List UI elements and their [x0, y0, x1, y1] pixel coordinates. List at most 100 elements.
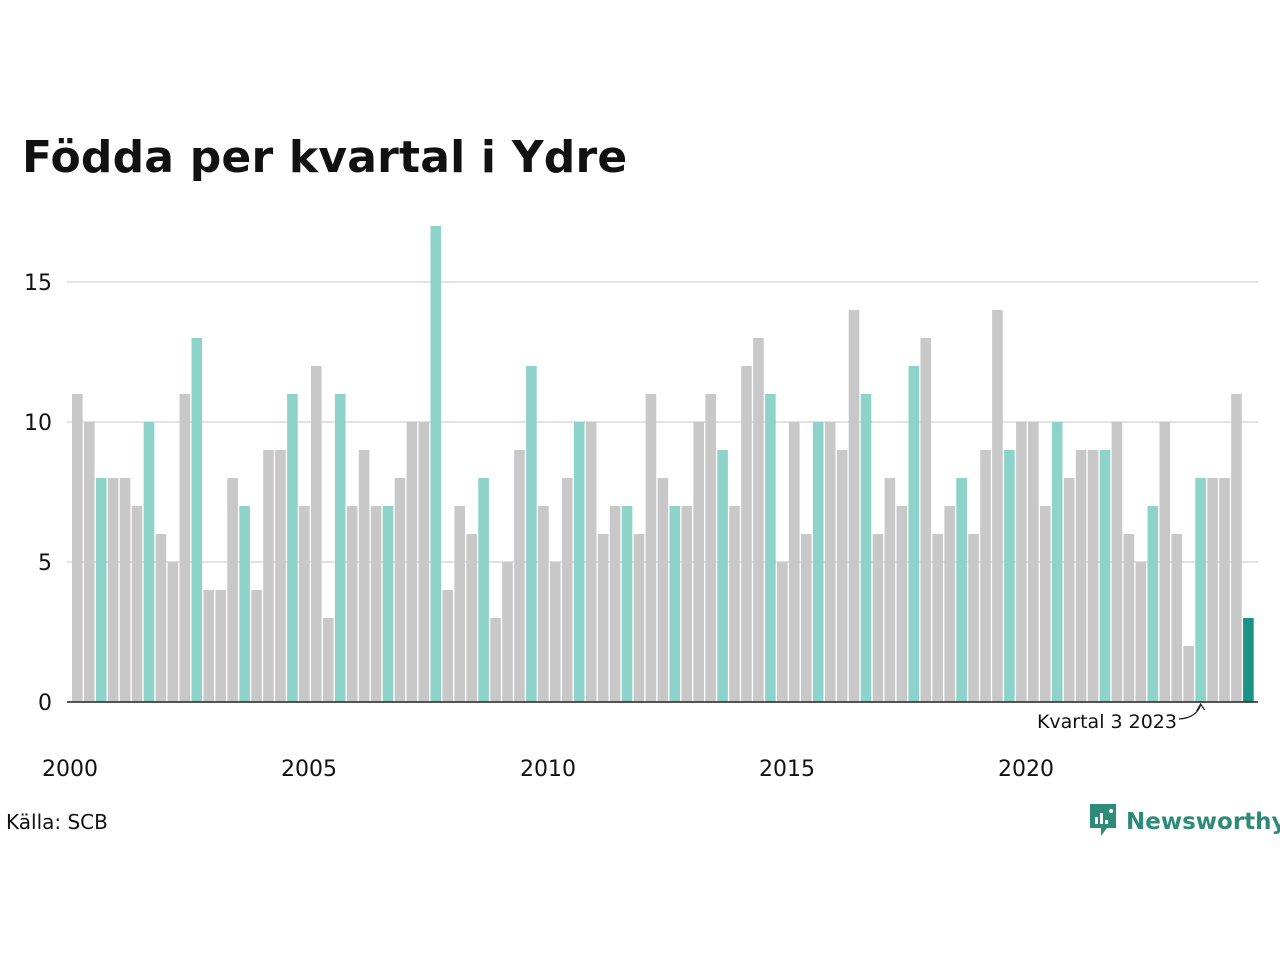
bar [1171, 534, 1182, 702]
bar [1183, 646, 1194, 702]
bar [980, 450, 991, 702]
annotation-arrowhead [1196, 702, 1206, 712]
bar [908, 366, 920, 702]
bar [514, 450, 525, 702]
bar [311, 366, 322, 702]
bar [382, 506, 394, 702]
bar [119, 478, 131, 702]
bar [442, 590, 454, 702]
bar [1243, 618, 1254, 702]
bar [573, 422, 585, 702]
bar [944, 506, 955, 702]
bar [789, 422, 800, 702]
bar [550, 562, 561, 702]
bar [1016, 422, 1027, 702]
brand-logo[interactable]: Newsworthy [1088, 802, 1280, 842]
bar [1039, 506, 1051, 702]
bar [358, 450, 370, 702]
newsworthy-logo-icon [1088, 802, 1118, 842]
bar [95, 478, 107, 702]
bar [83, 422, 95, 702]
bar [322, 618, 334, 702]
bar [167, 562, 179, 702]
y-tick-label: 0 [38, 691, 52, 716]
bar [609, 506, 621, 702]
bar [191, 338, 203, 702]
bar [1051, 422, 1063, 702]
bar [968, 534, 979, 702]
x-tick-label: 2015 [759, 757, 815, 782]
bar [992, 310, 1003, 702]
bar [478, 478, 489, 702]
bar [263, 450, 274, 702]
bar [346, 506, 358, 702]
bar [538, 506, 549, 702]
bar [1219, 478, 1230, 702]
x-tick-label: 2020 [998, 757, 1054, 782]
bar [717, 450, 728, 702]
bar [155, 534, 167, 702]
bar [657, 478, 669, 702]
bar [932, 534, 943, 702]
x-tick-label: 2010 [520, 757, 576, 782]
bar [1159, 422, 1171, 702]
bar [418, 422, 430, 702]
x-tick-label: 2000 [42, 757, 98, 782]
annotation-label: Kvartal 3 2023 [1037, 711, 1177, 733]
bar [394, 478, 406, 702]
bar [370, 506, 382, 702]
x-axis-ticks: 2000 2005 2010 2015 2020 [42, 757, 1054, 782]
bar [705, 394, 716, 702]
bar [179, 394, 191, 702]
bar [1123, 534, 1135, 702]
bar [251, 590, 262, 702]
bar [1135, 562, 1147, 702]
bar [299, 506, 310, 702]
bar [287, 394, 298, 702]
bar [1028, 422, 1039, 702]
bar-chart: 0 5 10 15 2000 2005 2010 2015 2020 Kvartal 3 20… [24, 226, 1258, 782]
bar [526, 366, 537, 702]
bar [597, 534, 609, 702]
bar [1063, 478, 1075, 702]
bar [215, 590, 226, 702]
bar [812, 422, 824, 702]
bar [72, 394, 83, 702]
bar [454, 506, 465, 702]
bar [621, 506, 633, 702]
bar [585, 422, 597, 702]
bar [693, 422, 704, 702]
bar [1207, 478, 1218, 702]
y-tick-label: 5 [38, 551, 52, 576]
bar [1087, 450, 1099, 702]
bar [502, 562, 513, 702]
bar [777, 562, 788, 702]
bar [203, 590, 215, 702]
bar [143, 422, 155, 702]
bar [765, 394, 776, 702]
bar [239, 506, 250, 702]
source-label: Källa: SCB [6, 810, 108, 834]
bar [824, 422, 836, 702]
bar [334, 394, 346, 702]
bar [1231, 394, 1242, 702]
bar [275, 450, 286, 702]
bar [561, 478, 573, 702]
bar [872, 534, 884, 702]
bar [800, 534, 812, 702]
bar [848, 310, 860, 702]
bar [741, 366, 752, 702]
bar [406, 422, 418, 702]
bar [227, 478, 238, 702]
bar [430, 226, 442, 702]
bar [466, 534, 477, 702]
chart-title: Födda per kvartal i Ydre [22, 132, 628, 183]
y-tick-label: 10 [24, 411, 52, 436]
y-axis-ticks: 0 5 10 15 [24, 271, 52, 716]
bar [107, 478, 119, 702]
annotation-arrow [1178, 704, 1202, 720]
bar [131, 506, 143, 702]
bar [1147, 506, 1159, 702]
bar [920, 338, 932, 702]
bar [896, 506, 908, 702]
